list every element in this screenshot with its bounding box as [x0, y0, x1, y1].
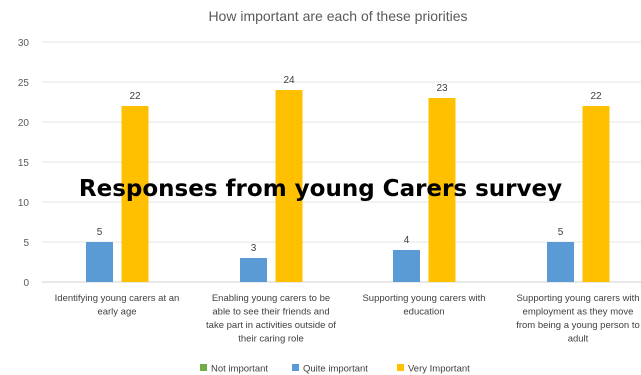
chart-title: How important are each of these prioriti…	[208, 8, 467, 24]
data-label: 23	[436, 83, 448, 94]
data-label: 22	[129, 91, 141, 102]
data-label: 24	[283, 75, 295, 86]
y-tick-label: 25	[18, 78, 30, 89]
category-label: Identifying young carers at an early age	[55, 293, 180, 318]
data-label: 4	[404, 235, 410, 246]
x-axis-category-labels: Identifying young carers at an early age E…	[55, 293, 640, 345]
bar-quite-important	[86, 242, 113, 282]
category-label: Enabling young carers to be able to see t…	[206, 293, 336, 345]
bar-very-important	[121, 106, 149, 282]
bar-very-important	[582, 106, 610, 282]
data-label: 5	[558, 227, 564, 238]
legend-label: Quite important	[303, 364, 368, 375]
y-tick-label: 30	[18, 38, 30, 49]
legend-label: Very Important	[408, 364, 470, 375]
bars	[86, 90, 610, 282]
bar-very-important	[428, 98, 456, 282]
legend-label: Not important	[211, 364, 268, 375]
bar-quite-important	[547, 242, 574, 282]
y-tick-label: 15	[18, 158, 30, 169]
legend-swatch	[200, 364, 207, 371]
data-label: 22	[590, 91, 602, 102]
legend-swatch	[292, 364, 299, 371]
category-label: Supporting young carers with employment a…	[516, 293, 640, 345]
y-tick-label: 0	[23, 278, 29, 289]
bar-very-important	[275, 90, 303, 282]
category-label: Supporting young carers with education	[362, 293, 485, 318]
data-labels: 5 3 4 5 22 24 23 22	[97, 75, 602, 254]
legend: Not important Quite important Very Importa…	[200, 364, 470, 375]
bar-quite-important	[393, 250, 420, 282]
data-label: 5	[97, 227, 103, 238]
y-axis-tick-labels: 0 5 10 15 20 25 30	[18, 38, 30, 289]
y-tick-label: 10	[18, 198, 30, 209]
bar-quite-important	[240, 258, 267, 282]
y-tick-label: 20	[18, 118, 30, 129]
data-label: 3	[251, 243, 257, 254]
y-tick-label: 5	[23, 238, 29, 249]
legend-swatch	[397, 364, 404, 371]
